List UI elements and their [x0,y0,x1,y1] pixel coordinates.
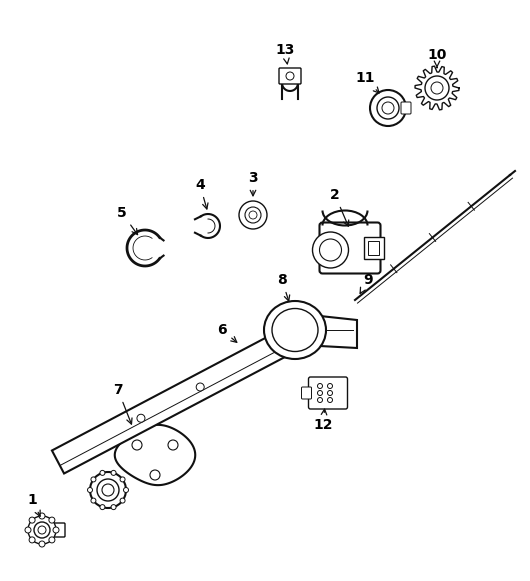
Circle shape [53,527,59,533]
Circle shape [28,516,56,544]
FancyBboxPatch shape [279,68,301,84]
Text: 6: 6 [217,323,237,342]
Text: 7: 7 [113,383,132,424]
Text: 12: 12 [313,409,333,432]
Text: 2: 2 [330,188,349,226]
Circle shape [29,517,35,523]
Text: 4: 4 [195,178,208,209]
Text: 3: 3 [248,171,258,196]
Circle shape [100,471,105,475]
Circle shape [91,498,96,503]
Circle shape [100,505,105,510]
Circle shape [137,414,145,422]
Circle shape [313,232,349,268]
Polygon shape [52,325,301,474]
Circle shape [90,472,126,508]
Circle shape [25,527,31,533]
FancyBboxPatch shape [302,387,312,399]
Circle shape [111,471,116,475]
Text: 5: 5 [117,206,138,235]
Circle shape [123,487,128,493]
Text: 13: 13 [275,43,295,64]
Circle shape [196,383,204,391]
Text: 9: 9 [360,273,373,293]
Text: 8: 8 [277,273,290,301]
Circle shape [120,498,125,503]
Circle shape [120,477,125,482]
Circle shape [87,487,93,493]
FancyBboxPatch shape [53,523,65,537]
Polygon shape [115,425,195,485]
Circle shape [39,513,45,519]
Text: 10: 10 [427,48,447,67]
Circle shape [49,537,55,543]
Circle shape [91,477,96,482]
Circle shape [132,440,142,450]
FancyBboxPatch shape [401,102,411,114]
Ellipse shape [264,301,326,359]
Circle shape [239,201,267,229]
Circle shape [49,517,55,523]
Polygon shape [320,316,357,348]
Circle shape [370,90,406,126]
FancyBboxPatch shape [308,377,348,409]
Circle shape [29,537,35,543]
Text: 11: 11 [355,71,379,93]
FancyBboxPatch shape [320,223,381,274]
Text: 1: 1 [27,493,40,517]
Circle shape [150,470,160,480]
Circle shape [425,76,449,100]
Circle shape [168,440,178,450]
Circle shape [39,541,45,547]
Circle shape [111,505,116,510]
FancyBboxPatch shape [364,237,384,259]
